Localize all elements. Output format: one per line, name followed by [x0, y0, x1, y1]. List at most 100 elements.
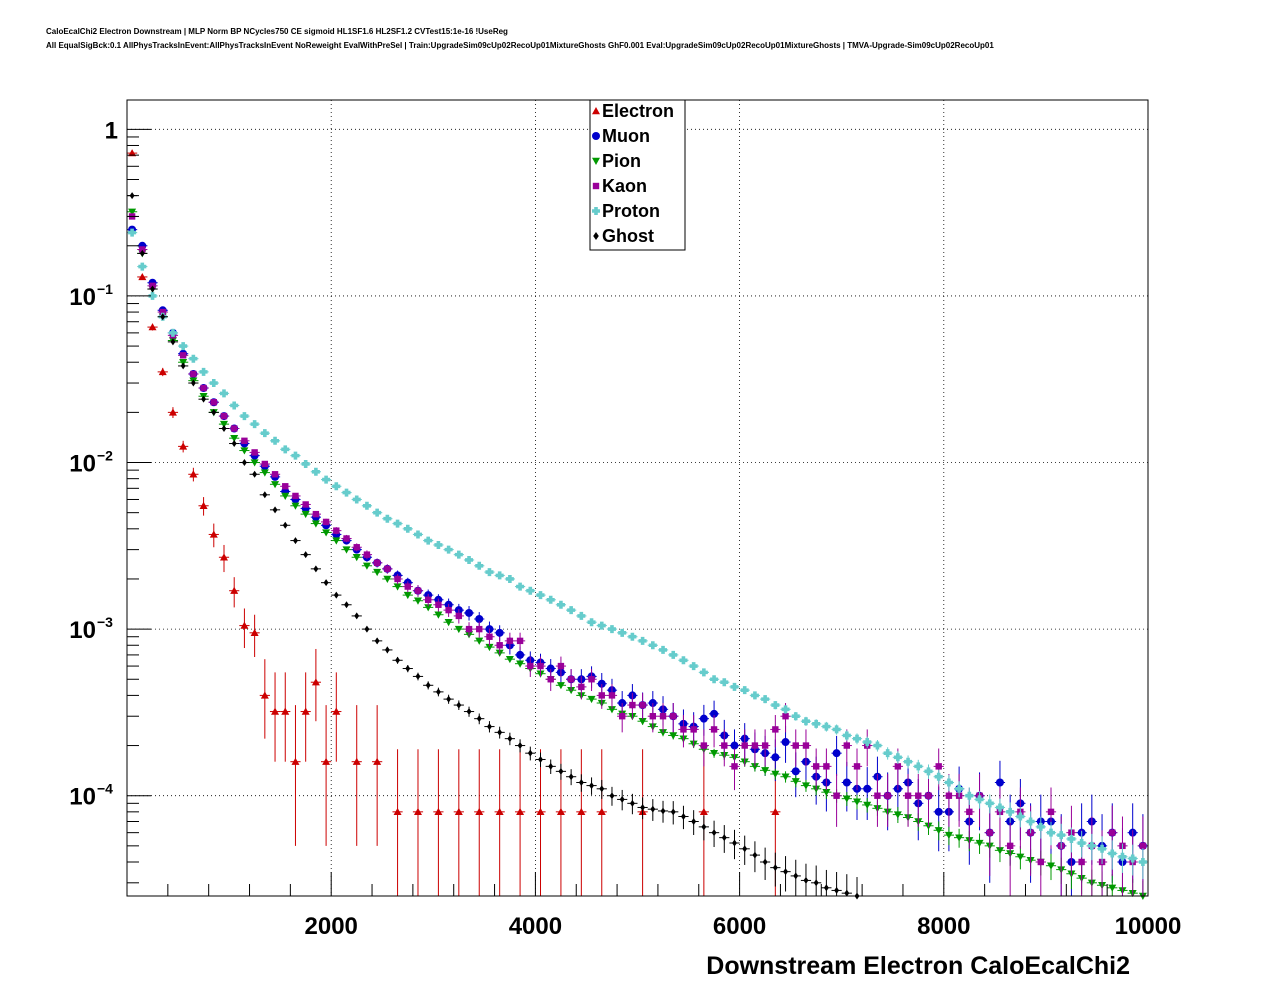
data-point [230, 434, 239, 443]
data-point [730, 741, 739, 750]
data-point [945, 792, 953, 799]
data-point [272, 506, 278, 514]
data-point [995, 803, 1004, 812]
data-point [526, 586, 535, 595]
data-point [894, 763, 902, 770]
legend-marker [592, 182, 600, 190]
data-point [424, 596, 432, 603]
data-point [568, 773, 574, 781]
data-point [792, 742, 799, 749]
data-point [261, 460, 269, 468]
data-point [538, 755, 543, 763]
data-point [332, 537, 341, 545]
data-point [281, 707, 290, 715]
data-point [527, 749, 533, 757]
data-point [863, 801, 872, 809]
data-point [750, 763, 759, 771]
data-point [607, 625, 616, 634]
y-tick-label: 10 [69, 284, 96, 311]
data-point [813, 879, 819, 887]
data-point [302, 501, 309, 508]
data-point [609, 792, 615, 800]
data-point [271, 436, 280, 445]
data-point [435, 688, 441, 696]
legend-marker [592, 207, 600, 215]
data-point [262, 491, 268, 499]
data-point [659, 729, 668, 737]
data-point [578, 779, 584, 787]
data-point [934, 772, 943, 781]
data-point [772, 864, 778, 872]
data-point [404, 583, 411, 590]
data-point [1108, 849, 1117, 858]
data-point [639, 701, 646, 709]
data-point [199, 501, 208, 509]
data-point [567, 606, 576, 615]
data-point [1078, 858, 1085, 866]
data-point [231, 440, 237, 448]
data-point [333, 527, 340, 534]
data-point [608, 692, 616, 699]
series-electron [127, 149, 781, 896]
data-point [444, 619, 453, 627]
data-point [823, 884, 829, 892]
data-point [465, 555, 474, 564]
data-point [496, 642, 503, 649]
data-point [395, 656, 401, 664]
data-point [455, 612, 463, 620]
data-point [822, 788, 831, 797]
x-axis-label: Downstream Electron CaloEcalChi2 [706, 952, 1130, 980]
data-point [1047, 828, 1056, 837]
data-point [1037, 858, 1044, 866]
data-point [179, 442, 188, 450]
data-point [985, 799, 994, 808]
data-point [505, 574, 514, 583]
data-point [516, 807, 525, 816]
legend-marker [592, 132, 600, 140]
data-point [556, 807, 565, 816]
data-point [842, 778, 851, 787]
data-point [475, 637, 484, 645]
data-point [1047, 862, 1056, 870]
data-point [660, 807, 666, 815]
data-point [607, 706, 616, 714]
data-point [292, 492, 299, 500]
data-point [210, 399, 217, 406]
data-point [139, 246, 146, 253]
data-point [476, 625, 483, 633]
data-point [201, 395, 207, 403]
data-point [1047, 808, 1055, 816]
data-point [629, 701, 636, 709]
data-point [925, 792, 932, 799]
data-point [761, 767, 770, 775]
legend-label: Pion [602, 151, 641, 171]
data-point [750, 691, 759, 700]
data-point [170, 338, 176, 346]
data-point [648, 641, 657, 650]
data-point [823, 763, 830, 770]
data-point [424, 536, 433, 545]
data-point [640, 803, 646, 811]
data-point [1109, 829, 1116, 836]
data-point [781, 705, 790, 714]
data-point [352, 495, 361, 504]
data-point [373, 568, 382, 577]
data-point [567, 676, 575, 683]
data-point [771, 753, 780, 762]
data-point [843, 742, 851, 749]
data-point [546, 595, 555, 604]
data-point [466, 708, 472, 716]
data-point [282, 521, 288, 529]
data-point [751, 742, 759, 749]
legend-label: Ghost [602, 226, 654, 246]
data-point [556, 600, 565, 609]
data-point [180, 362, 186, 370]
data-point [670, 713, 677, 720]
data-point [150, 285, 155, 293]
data-point [497, 728, 503, 736]
data-point [904, 792, 912, 799]
data-point [619, 795, 625, 803]
data-point [312, 510, 320, 518]
